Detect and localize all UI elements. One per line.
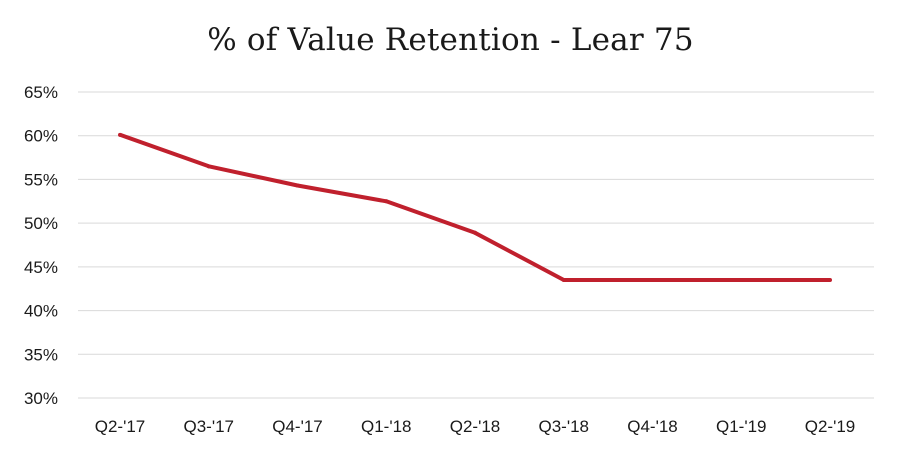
data-point — [295, 183, 300, 188]
x-tick-label: Q2-'17 — [95, 417, 146, 436]
data-point — [384, 199, 389, 204]
data-point — [650, 277, 655, 282]
data-point — [206, 164, 211, 169]
x-tick-label: Q4-'18 — [627, 417, 678, 436]
x-tick-label: Q1-'19 — [716, 417, 767, 436]
x-tick-label: Q1-'18 — [361, 417, 412, 436]
y-tick-label: 50% — [24, 214, 58, 233]
data-point — [473, 230, 477, 235]
x-tick-label: Q3-'18 — [539, 417, 590, 436]
x-tick-label: Q4-'17 — [272, 417, 323, 436]
y-tick-label: 55% — [24, 170, 58, 189]
y-tick-label: 65% — [24, 83, 58, 102]
y-tick-label: 45% — [24, 258, 58, 277]
x-tick-label: Q2-'19 — [805, 417, 856, 436]
series-line-0 — [119, 132, 830, 282]
data-point — [828, 277, 832, 282]
y-tick-label: 40% — [24, 302, 58, 321]
y-tick-label: 30% — [24, 389, 58, 408]
series-layer — [118, 132, 832, 282]
y-tick-label: 35% — [24, 345, 58, 364]
data-point — [739, 277, 744, 282]
y-axis-tick-labels: 30% 35% 40% 45% 50% 55% 60% 65% — [24, 83, 58, 408]
x-tick-label: Q2-'18 — [450, 417, 501, 436]
data-point — [118, 132, 122, 137]
chart-title: % of Value Retention - Lear 75 — [207, 22, 694, 58]
y-tick-label: 60% — [24, 127, 58, 146]
gridlines — [78, 91, 874, 399]
x-tick-label: Q3-'17 — [184, 417, 235, 436]
x-axis-tick-labels: Q2-'17 Q3-'17 Q4-'17 Q1-'18 Q2-'18 Q3-'18 Q4-'… — [95, 417, 856, 436]
data-point — [561, 277, 566, 282]
